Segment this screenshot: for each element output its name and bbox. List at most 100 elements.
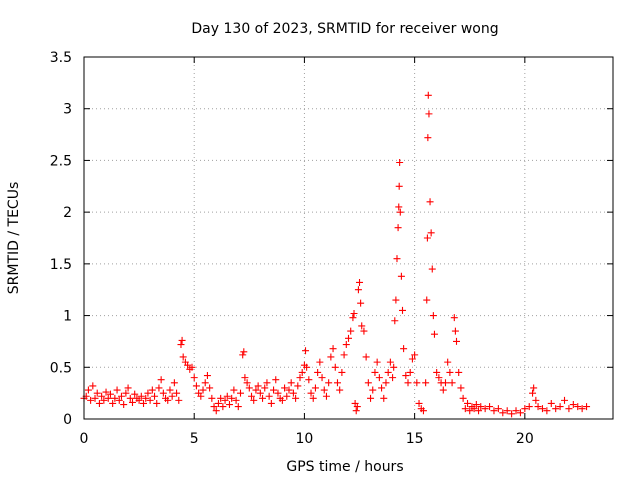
data-point: [333, 379, 341, 387]
data-point: [391, 317, 399, 325]
data-point: [453, 337, 461, 345]
data-point: [578, 405, 586, 413]
data-point: [175, 396, 183, 404]
data-point: [534, 403, 542, 411]
data-point: [89, 382, 97, 390]
y-tick-labels: 0 0.5 1 1.5 2 2.5 3 3.5: [50, 50, 72, 428]
axis-ticks: [83, 56, 613, 420]
data-point: [411, 351, 419, 359]
data-point: [423, 296, 431, 304]
data-point: [399, 306, 407, 314]
chart-title: Day 130 of 2023, SRMTID for receiver won…: [191, 21, 498, 37]
data-point: [532, 396, 540, 404]
data-point: [221, 396, 229, 404]
data-point: [386, 358, 394, 366]
data-point: [512, 407, 520, 415]
data-point: [225, 401, 233, 409]
data-point: [208, 394, 216, 402]
data-point: [375, 374, 383, 382]
data-point: [302, 347, 310, 355]
data-point: [392, 296, 400, 304]
data-point: [419, 407, 427, 415]
y-tick-label: 0: [63, 412, 72, 428]
data-point: [395, 203, 403, 211]
data-point: [135, 396, 143, 404]
data-point: [538, 405, 546, 413]
data-point: [325, 379, 333, 387]
data-point: [396, 158, 404, 166]
data-point: [159, 389, 167, 397]
data-point: [516, 409, 524, 417]
data-point: [406, 368, 414, 376]
data-point: [329, 345, 337, 353]
data-point: [140, 399, 148, 407]
data-point: [347, 327, 355, 335]
data-point: [170, 379, 178, 387]
data-point: [415, 399, 423, 407]
data-point: [427, 229, 435, 237]
data-point: [390, 363, 398, 371]
data-point: [486, 403, 494, 411]
data-point: [425, 110, 433, 118]
data-point: [565, 405, 573, 413]
data-point: [400, 345, 408, 353]
data-point: [428, 265, 436, 273]
data-point: [396, 208, 404, 216]
data-point: [144, 389, 152, 397]
data-point: [151, 392, 159, 400]
data-point: [281, 384, 289, 392]
data-point: [206, 384, 214, 392]
data-point: [354, 286, 362, 294]
data-point: [448, 379, 456, 387]
data-point: [336, 386, 344, 394]
data-point: [292, 394, 300, 402]
data-point: [203, 372, 211, 380]
data-point: [583, 403, 591, 411]
data-point: [408, 355, 416, 363]
data-point: [423, 234, 431, 242]
data-point: [115, 396, 123, 404]
y-tick-label: 1: [63, 309, 72, 325]
data-point: [263, 379, 271, 387]
data-point: [199, 386, 207, 394]
data-point: [190, 374, 198, 382]
data-point: [98, 392, 106, 400]
data-point: [102, 388, 110, 396]
data-point: [261, 384, 269, 392]
data-point: [327, 353, 335, 361]
data-point: [356, 278, 364, 286]
data-point: [178, 336, 186, 344]
data-point: [451, 327, 459, 335]
data-point: [360, 327, 368, 335]
data-point: [481, 405, 489, 413]
data-point: [137, 392, 145, 400]
y-tick-label: 3: [63, 102, 72, 118]
data-point: [259, 394, 267, 402]
data-point: [459, 394, 467, 402]
data-point: [369, 386, 377, 394]
data-point: [177, 341, 185, 349]
data-point: [422, 379, 430, 387]
data-point: [490, 407, 498, 415]
data-point: [179, 353, 187, 361]
data-point: [164, 396, 172, 404]
data-point: [426, 198, 434, 206]
data-point: [314, 368, 322, 376]
data-point: [395, 182, 403, 190]
data-point: [104, 394, 112, 402]
data-point: [230, 386, 238, 394]
data-point: [373, 358, 381, 366]
data-point: [192, 382, 200, 390]
data-point: [338, 368, 346, 376]
data-point: [287, 379, 295, 387]
data-point: [197, 392, 205, 400]
data-point: [168, 392, 176, 400]
data-point: [126, 394, 134, 402]
data-point: [311, 384, 319, 392]
data-point: [243, 379, 251, 387]
data-point: [521, 405, 529, 413]
data-point: [267, 399, 275, 407]
data-point: [210, 403, 218, 411]
x-tick-labels: 0 5 10 15 20: [80, 431, 534, 447]
data-point: [477, 403, 485, 411]
